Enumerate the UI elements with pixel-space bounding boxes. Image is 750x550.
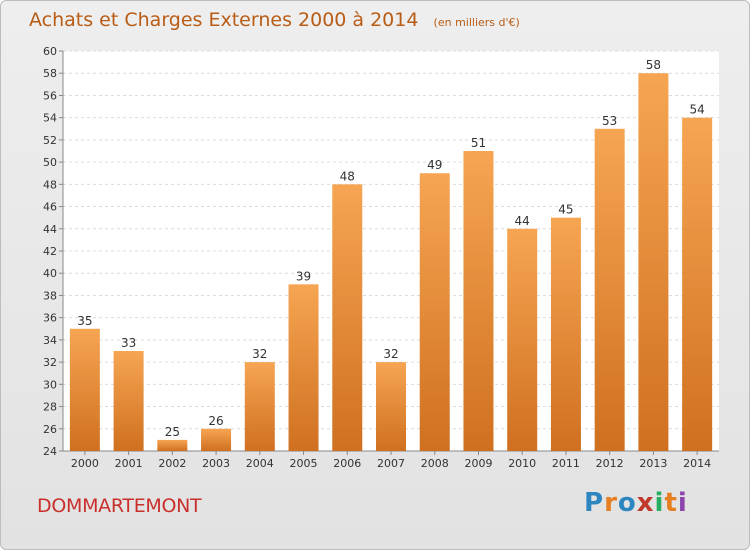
x-tick-label: 2014: [683, 457, 711, 470]
data-label: 58: [646, 58, 661, 72]
bar: [157, 439, 188, 451]
bar: [288, 284, 319, 451]
y-tick-label: 44: [43, 223, 57, 236]
bar: [376, 362, 406, 451]
bar: [550, 217, 581, 451]
x-tick-label: 2012: [596, 457, 624, 470]
bar: [682, 117, 713, 452]
logo-letter: x: [636, 488, 655, 518]
y-tick-label: 40: [43, 267, 57, 280]
x-tick-label: 2011: [552, 457, 580, 470]
logo-letter: i: [677, 488, 688, 518]
y-tick-label: 32: [43, 356, 57, 369]
data-label: 39: [296, 269, 311, 283]
x-tick-label: 2009: [464, 457, 492, 470]
bar: [594, 128, 625, 451]
data-label: 48: [340, 169, 355, 183]
y-tick-label: 58: [43, 67, 57, 80]
logo-letter: i: [654, 488, 665, 518]
y-tick-label: 30: [43, 378, 57, 391]
data-label: 32: [252, 347, 267, 361]
x-tick-label: 2010: [508, 457, 536, 470]
y-tick-label: 46: [43, 201, 57, 214]
x-tick-label: 2001: [115, 457, 143, 470]
chart-unit: (en milliers d'€): [433, 16, 520, 29]
y-tick-label: 24: [43, 445, 57, 458]
data-label: 44: [515, 214, 530, 228]
x-tick-label: 2002: [158, 457, 186, 470]
y-tick-label: 56: [43, 89, 57, 102]
chart-title: Achats et Charges Externes 2000 à 2014: [29, 9, 419, 31]
y-tick-label: 54: [43, 112, 57, 125]
bar: [332, 184, 363, 452]
data-label: 49: [427, 158, 442, 172]
y-tick-label: 38: [43, 289, 57, 302]
x-tick-label: 2000: [71, 457, 99, 470]
x-tick-label: 2004: [246, 457, 274, 470]
y-tick-label: 60: [43, 45, 57, 58]
x-tick-label: 2007: [377, 457, 405, 470]
y-tick-label: 34: [43, 334, 57, 347]
x-tick-label: 2005: [290, 457, 318, 470]
data-label: 26: [208, 414, 223, 428]
data-label: 32: [383, 347, 398, 361]
logo-letter: o: [617, 488, 637, 518]
data-label: 53: [602, 114, 617, 128]
bar: [463, 151, 494, 451]
y-tick-label: 42: [43, 245, 57, 258]
bar: [113, 351, 144, 451]
data-label: 35: [77, 314, 92, 328]
x-tick-label: 2006: [333, 457, 361, 470]
logo-letter: r: [604, 488, 618, 518]
bar: [419, 173, 450, 451]
place-name: DOMMARTEMONT: [37, 495, 202, 517]
data-label: 45: [558, 203, 573, 217]
data-label: 54: [689, 103, 704, 117]
proxiti-logo: Proxiti: [584, 488, 688, 518]
bar: [244, 362, 275, 451]
x-tick-label: 2013: [639, 457, 667, 470]
logo-letter: P: [584, 488, 605, 518]
data-label: 33: [121, 336, 136, 350]
title-row: Achats et Charges Externes 2000 à 2014 (…: [29, 9, 520, 31]
y-tick-label: 28: [43, 401, 57, 414]
y-tick-label: 50: [43, 156, 57, 169]
bar: [69, 328, 100, 451]
y-tick-label: 26: [43, 423, 57, 436]
data-label: 51: [471, 136, 486, 150]
bar: [638, 73, 669, 451]
y-tick-label: 52: [43, 134, 57, 147]
bar: [201, 428, 232, 451]
data-label: 25: [165, 425, 180, 439]
y-tick-label: 36: [43, 312, 57, 325]
x-tick-label: 2003: [202, 457, 230, 470]
y-tick-label: 48: [43, 178, 57, 191]
x-tick-label: 2008: [421, 457, 449, 470]
bar: [507, 228, 538, 451]
logo-letter: t: [664, 488, 678, 518]
